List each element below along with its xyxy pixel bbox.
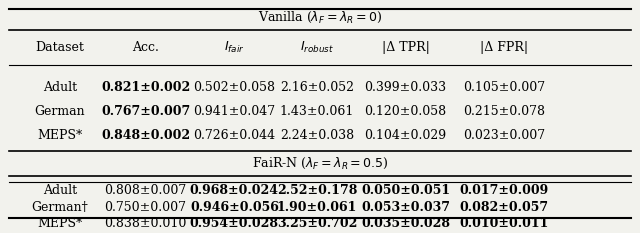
Text: FaiR-N ($\lambda_F = \lambda_R = 0.5$): FaiR-N ($\lambda_F = \lambda_R = 0.5$): [252, 156, 388, 171]
Text: 0.082±0.057: 0.082±0.057: [460, 201, 548, 214]
Text: 0.838±0.010: 0.838±0.010: [104, 217, 187, 230]
Text: 1.90±0.061: 1.90±0.061: [276, 201, 357, 214]
Text: 0.941±0.047: 0.941±0.047: [193, 105, 275, 118]
Text: 0.848±0.002: 0.848±0.002: [101, 129, 190, 142]
Text: German†: German†: [31, 201, 88, 214]
Text: Adult: Adult: [43, 184, 77, 197]
Text: 0.104±0.029: 0.104±0.029: [365, 129, 447, 142]
Text: 0.215±0.078: 0.215±0.078: [463, 105, 545, 118]
Text: Dataset: Dataset: [35, 41, 84, 54]
Text: 0.946±0.056: 0.946±0.056: [190, 201, 279, 214]
Text: 0.968±0.024: 0.968±0.024: [190, 184, 279, 197]
Text: 0.502±0.058: 0.502±0.058: [193, 81, 275, 94]
Text: 2.52±0.178: 2.52±0.178: [276, 184, 357, 197]
Text: |Δ TPR|: |Δ TPR|: [381, 41, 429, 54]
Text: 0.023±0.007: 0.023±0.007: [463, 129, 545, 142]
Text: 0.105±0.007: 0.105±0.007: [463, 81, 545, 94]
Text: 0.017±0.009: 0.017±0.009: [460, 184, 548, 197]
Text: 2.16±0.052: 2.16±0.052: [280, 81, 354, 94]
Text: 0.399±0.033: 0.399±0.033: [365, 81, 447, 94]
Text: $\mathit{I}_{robust}$: $\mathit{I}_{robust}$: [300, 40, 334, 55]
Text: $\mathit{I}_{fair}$: $\mathit{I}_{fair}$: [224, 40, 244, 55]
Text: Acc.: Acc.: [132, 41, 159, 54]
Text: Vanilla ($\lambda_F = \lambda_R = 0$): Vanilla ($\lambda_F = \lambda_R = 0$): [258, 10, 382, 25]
Text: 0.035±0.028: 0.035±0.028: [361, 217, 450, 230]
Text: |Δ FPR|: |Δ FPR|: [480, 41, 528, 54]
Text: MEPS*: MEPS*: [37, 217, 83, 230]
Text: 0.767±0.007: 0.767±0.007: [101, 105, 190, 118]
Text: 0.050±0.051: 0.050±0.051: [361, 184, 450, 197]
Text: 0.120±0.058: 0.120±0.058: [365, 105, 447, 118]
Text: 1.43±0.061: 1.43±0.061: [280, 105, 354, 118]
Text: 2.24±0.038: 2.24±0.038: [280, 129, 354, 142]
Text: 0.726±0.044: 0.726±0.044: [193, 129, 275, 142]
Text: 0.808±0.007: 0.808±0.007: [104, 184, 187, 197]
Text: 3.25±0.702: 3.25±0.702: [276, 217, 357, 230]
Text: 0.053±0.037: 0.053±0.037: [361, 201, 450, 214]
Text: 0.010±0.011: 0.010±0.011: [460, 217, 548, 230]
Text: 0.750±0.007: 0.750±0.007: [104, 201, 186, 214]
Text: Adult: Adult: [43, 81, 77, 94]
Text: German: German: [35, 105, 85, 118]
Text: 0.954±0.028: 0.954±0.028: [190, 217, 279, 230]
Text: 0.821±0.002: 0.821±0.002: [101, 81, 190, 94]
Text: MEPS*: MEPS*: [37, 129, 83, 142]
